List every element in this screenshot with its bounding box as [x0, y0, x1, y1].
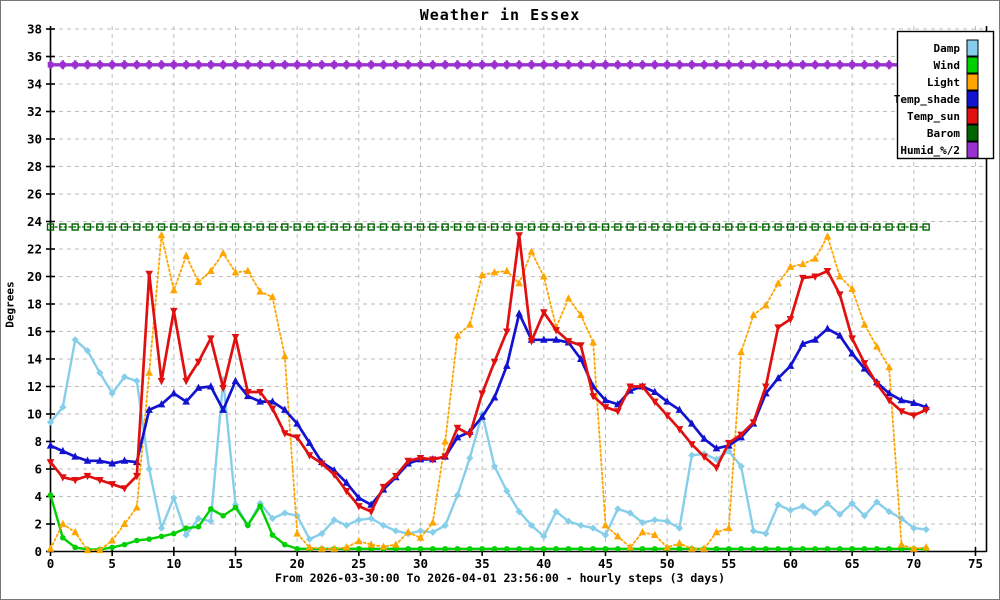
- y-tick-label: 12: [27, 379, 42, 394]
- series-humid_2: [47, 60, 929, 70]
- x-tick-label: 65: [845, 556, 860, 571]
- legend-label: Light: [927, 76, 960, 89]
- y-tick-label: 4: [34, 489, 42, 504]
- y-tick-label: 24: [27, 214, 42, 229]
- y-tick-label: 30: [27, 132, 42, 147]
- y-axis-label: Degrees: [3, 281, 17, 328]
- y-tick-label: 28: [27, 159, 42, 174]
- legend-label: Damp: [934, 42, 961, 55]
- series-light: [46, 231, 930, 554]
- legend-label: Wind: [934, 59, 961, 72]
- x-tick-label: 15: [228, 556, 243, 571]
- series-damp: [46, 336, 930, 543]
- x-tick-label: 40: [536, 556, 551, 571]
- y-tick-label: 10: [27, 407, 42, 422]
- series-line: [49, 338, 928, 541]
- series-markers: [46, 223, 930, 231]
- series-wind: [47, 492, 929, 553]
- x-tick-label: 60: [783, 556, 798, 571]
- y-tick-label: 14: [27, 352, 42, 367]
- y-tick-label: 20: [27, 269, 42, 284]
- x-tick-label: 50: [660, 556, 675, 571]
- x-tick-label: 20: [290, 556, 305, 571]
- y-tick-label: 0: [34, 544, 42, 559]
- gridlines: [51, 26, 987, 551]
- series-temp_sun: [46, 232, 930, 516]
- legend-label: Barom: [927, 127, 960, 140]
- legend-swatch: [966, 107, 979, 125]
- legend-swatch: [966, 56, 979, 74]
- x-tick-label: 75: [968, 556, 983, 571]
- legend-swatch: [966, 90, 979, 108]
- y-tick-label: 6: [34, 462, 42, 477]
- x-tick-label: 25: [351, 556, 366, 571]
- legend-label: Temp_sun: [907, 110, 960, 123]
- y-tick-label: 18: [27, 297, 42, 312]
- y-tick-label: 32: [27, 104, 42, 119]
- x-tick-label: 0: [47, 556, 55, 571]
- legend-swatch: [966, 39, 979, 57]
- y-tick-label: 36: [27, 49, 42, 64]
- legend-label: Temp_shade: [894, 93, 961, 106]
- series-barom: [46, 223, 930, 231]
- series-line: [49, 312, 928, 507]
- legend-swatch: [966, 141, 979, 159]
- legend-label: Humid_%/2: [900, 144, 960, 157]
- x-tick-label: 70: [906, 556, 921, 571]
- x-tick-label: 55: [721, 556, 736, 571]
- series-markers: [46, 232, 930, 516]
- y-tick-label: 16: [27, 324, 42, 339]
- x-tick-label: 45: [598, 556, 613, 571]
- y-tick-label: 38: [27, 22, 42, 37]
- series-markers: [47, 60, 929, 70]
- y-tick-label: 8: [34, 434, 42, 449]
- legend-swatch: [966, 73, 979, 91]
- y-tick-label: 22: [27, 242, 42, 257]
- x-tick-label: 35: [475, 556, 490, 571]
- series-markers: [47, 492, 929, 553]
- axes: [46, 26, 988, 556]
- y-tick-label: 2: [34, 517, 42, 532]
- chart-title: Weather in Essex: [419, 6, 581, 24]
- series-markers: [46, 231, 930, 554]
- x-tick-label: 10: [166, 556, 181, 571]
- x-tick-label: 5: [108, 556, 116, 571]
- x-axis-caption: From 2026-03-30:00 To 2026-04-01 23:56:0…: [274, 571, 726, 585]
- legend: Damp Wind Light Temp_shade Temp_sun Barom Humi…: [894, 30, 995, 160]
- series-line: [49, 234, 927, 551]
- legend-swatch: [966, 124, 979, 142]
- x-tick-label: 30: [413, 556, 428, 571]
- y-tick-label: 34: [27, 77, 42, 92]
- y-tick-label: 26: [27, 187, 42, 202]
